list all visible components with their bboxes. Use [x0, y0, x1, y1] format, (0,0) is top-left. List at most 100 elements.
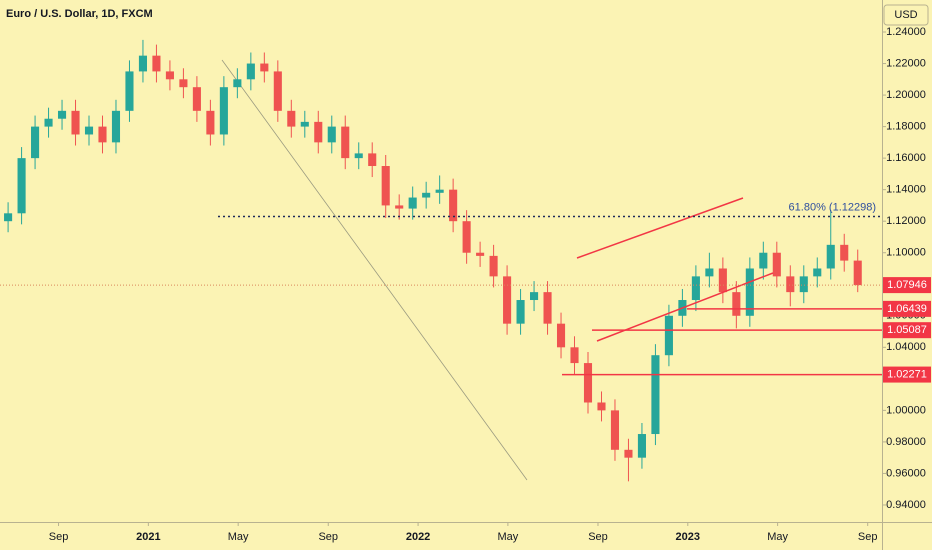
trend-line: [221, 59, 528, 481]
y-tick-label: 1.22000: [886, 57, 926, 69]
candle-body: [71, 110, 80, 135]
y-tick-label: 1.18000: [886, 121, 926, 133]
candle-body: [799, 276, 808, 293]
candle-body: [597, 402, 606, 411]
y-tick-label: 0.96000: [886, 467, 926, 479]
candle-body: [449, 189, 458, 222]
candle-body: [84, 126, 94, 135]
candle-body: [570, 347, 579, 364]
candle-body: [651, 355, 660, 435]
last-price-tag: [883, 277, 931, 294]
candle-body: [583, 363, 593, 403]
y-tick-label: 1.24000: [886, 26, 926, 38]
x-tick-label: Sep: [318, 531, 338, 543]
candle-body: [152, 55, 161, 72]
candle-body: [368, 153, 377, 167]
x-tick-label: 2023: [676, 531, 700, 543]
candle-body: [718, 268, 727, 293]
candle-body: [705, 268, 714, 277]
candle-body: [31, 126, 40, 159]
candle-body: [206, 110, 215, 135]
candle-body: [476, 252, 485, 256]
candle-body: [111, 110, 121, 143]
y-tick-label: 1.12000: [886, 215, 926, 227]
y-tick-label: 1.04000: [886, 341, 926, 353]
candle-body: [138, 55, 147, 72]
y-tick-label: 0.94000: [886, 499, 926, 511]
x-tick-label: Sep: [588, 531, 608, 543]
candle-body: [233, 79, 242, 88]
currency-button[interactable]: [883, 4, 929, 26]
x-tick-label: Sep: [858, 531, 878, 543]
candle-body: [786, 276, 795, 293]
candle-body: [192, 87, 201, 111]
candle-body: [395, 205, 404, 209]
candle-body: [840, 244, 849, 261]
candle-body: [826, 244, 835, 269]
candle-body: [691, 276, 700, 301]
level-tag: [883, 322, 931, 339]
candle-body: [772, 252, 781, 277]
candle-body: [125, 71, 134, 111]
candle-body: [246, 63, 255, 80]
level-label: 1.02271: [887, 368, 927, 380]
candle-body: [543, 292, 552, 324]
x-tick-label: 2022: [406, 531, 430, 543]
channel-upper: [576, 197, 744, 259]
candle-body: [422, 192, 431, 198]
x-tick-label: Sep: [49, 531, 69, 543]
candle-body: [287, 110, 296, 127]
currency-label[interactable]: USD: [894, 9, 917, 21]
chart-title: Euro / U.S. Dollar, 1D, FXCM: [6, 8, 153, 20]
candle-body: [408, 197, 417, 209]
candle-body: [57, 110, 67, 119]
candle-body: [853, 260, 862, 286]
candle-body: [624, 449, 633, 458]
candle-body: [341, 126, 350, 159]
candle-body: [530, 292, 539, 301]
candle-body: [503, 276, 512, 324]
candle-body: [732, 292, 741, 316]
level-tag: [883, 366, 931, 383]
candle-body: [44, 118, 53, 127]
candle-body: [664, 315, 673, 356]
last-price-label: 1.07946: [887, 279, 927, 291]
candle-body: [745, 268, 754, 316]
level-label: 1.06439: [887, 303, 927, 315]
y-tick-label: 1.20000: [886, 89, 926, 101]
candle-body: [327, 126, 336, 143]
candle-body: [98, 126, 107, 143]
candle-body: [17, 158, 26, 214]
y-tick-label: 1.10000: [886, 247, 926, 259]
x-tick-label: 2021: [136, 531, 160, 543]
x-tick-label: May: [228, 531, 249, 543]
x-tick-label: May: [767, 531, 788, 543]
fib-label: 61.80% (1.12298): [789, 201, 876, 213]
candle-body: [610, 410, 620, 450]
candle-body: [489, 255, 498, 277]
candle-body: [556, 323, 566, 348]
level-label: 1.05087: [887, 324, 927, 336]
candle-body: [260, 63, 269, 72]
candle-body: [314, 121, 323, 143]
candle-body: [179, 79, 188, 88]
candle-body: [435, 189, 444, 193]
x-tick-label: May: [498, 531, 519, 543]
candle-body: [381, 166, 390, 206]
candle-body: [219, 87, 228, 135]
level-tag: [883, 300, 931, 317]
y-tick-label: 0.98000: [886, 436, 926, 448]
candle-body: [637, 434, 646, 458]
y-tick-label: 1.00000: [886, 404, 926, 416]
candle-body: [516, 300, 525, 324]
candle-body: [4, 213, 13, 222]
candle-body: [165, 71, 174, 80]
y-tick-label: 1.16000: [886, 152, 926, 164]
candle-body: [300, 121, 309, 127]
y-tick-label: 1.14000: [886, 184, 926, 196]
candle-body: [759, 252, 768, 269]
candle-body: [273, 71, 282, 111]
